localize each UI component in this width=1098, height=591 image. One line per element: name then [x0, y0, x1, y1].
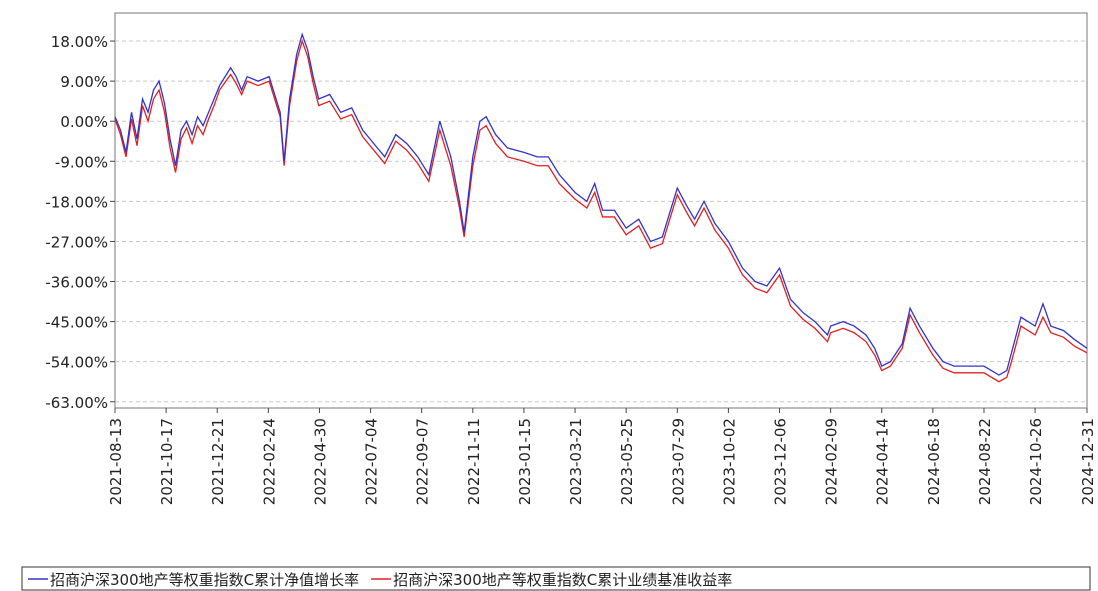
y-tick-label: -63.00%	[45, 394, 108, 412]
x-tick-label: 2023-01-15	[516, 418, 534, 505]
x-tick-label: 2024-04-14	[874, 418, 892, 505]
x-tick-label: 2021-10-17	[158, 418, 176, 505]
x-tick-label: 2021-12-21	[209, 418, 227, 505]
y-tick-label: 9.00%	[60, 73, 108, 91]
x-tick-label: 2022-07-04	[363, 418, 381, 505]
x-tick-label: 2023-12-06	[772, 418, 790, 505]
x-tick-label: 2024-06-18	[925, 418, 943, 505]
y-tick-label: 0.00%	[60, 113, 108, 131]
legend-label: 招商沪深300地产等权重指数C累计净值增长率	[50, 571, 359, 589]
y-tick-label: -9.00%	[55, 153, 108, 171]
x-tick-label: 2021-08-13	[107, 418, 125, 505]
x-tick-label: 2023-10-02	[720, 418, 738, 505]
y-tick-label: -36.00%	[45, 274, 108, 292]
series-line	[114, 32, 1088, 376]
x-tick-label: 2024-08-22	[976, 418, 994, 505]
y-tick-label: -54.00%	[45, 354, 108, 372]
legend	[21, 566, 1091, 591]
x-tick-label: 2022-09-07	[414, 418, 432, 505]
x-tick-label: 2024-12-31	[1079, 418, 1097, 505]
x-tick-label: 2023-07-29	[669, 418, 687, 505]
y-tick-label: -45.00%	[45, 314, 108, 332]
x-tick-label: 2022-11-11	[465, 418, 483, 505]
x-tick-label: 2023-03-21	[567, 418, 585, 505]
legend-label: 招商沪深300地产等权重指数C累计业绩基准收益率	[393, 571, 732, 589]
x-tick-label: 2024-02-09	[823, 418, 841, 505]
y-tick-label: -18.00%	[45, 193, 108, 211]
x-tick-label: 2023-05-25	[618, 418, 636, 505]
series-line	[114, 38, 1088, 383]
y-tick-label: 18.00%	[51, 33, 108, 51]
x-tick-label: 2022-02-24	[260, 418, 278, 505]
x-tick-label: 2024-10-26	[1027, 418, 1045, 505]
y-tick-label: -27.00%	[45, 233, 108, 251]
x-tick-label: 2022-04-30	[311, 418, 329, 505]
